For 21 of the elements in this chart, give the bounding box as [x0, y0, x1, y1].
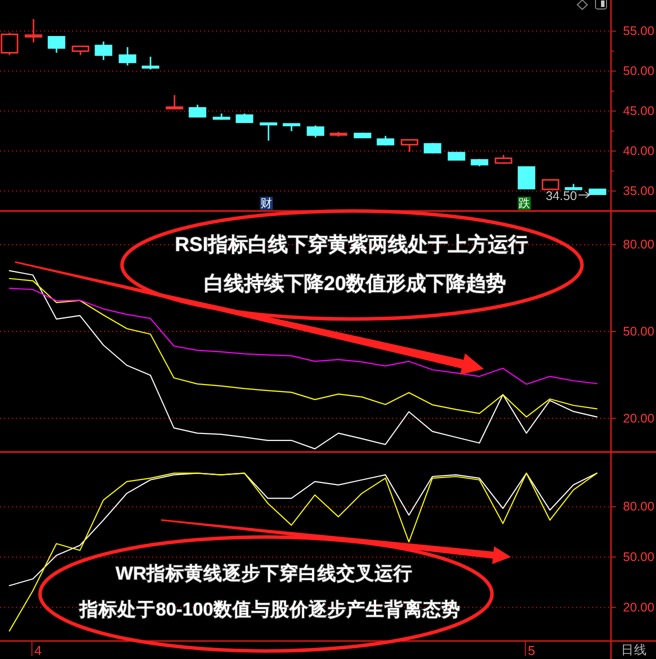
text: 日线: [621, 643, 647, 657]
annotation: 34.50: [546, 189, 578, 203]
y-tick-label: 35.00: [623, 184, 654, 198]
annotation: 指标处于80-100数值与股价逐步产生背离态势: [78, 598, 460, 620]
annotation: WR指标黄线逐步下穿白线交叉运行: [116, 562, 412, 584]
x-tick-label: 4: [34, 643, 42, 658]
y-tick-label: 55.00: [623, 24, 654, 38]
annotation: 跌: [518, 196, 530, 210]
annotation: RSI指标白线下穿黄紫两线处于上方运行: [174, 233, 528, 256]
y-tick-label: 20.00: [623, 600, 654, 614]
y-tick-label: 20.00: [623, 411, 654, 426]
y-tick-label: 50.00: [623, 550, 654, 564]
y-tick-label: 40.00: [623, 144, 654, 158]
y-tick-label: 50.00: [623, 324, 654, 338]
annotation: 财: [260, 196, 272, 210]
x-tick-label: 5: [528, 643, 536, 658]
y-tick-label: 45.00: [623, 104, 654, 118]
y-tick-label: 50.00: [623, 64, 654, 78]
y-tick-label: 80.00: [623, 500, 654, 514]
y-tick-label: 80.00: [623, 238, 654, 252]
annotation: 白线持续下降20数值形成下降趋势: [204, 273, 506, 295]
